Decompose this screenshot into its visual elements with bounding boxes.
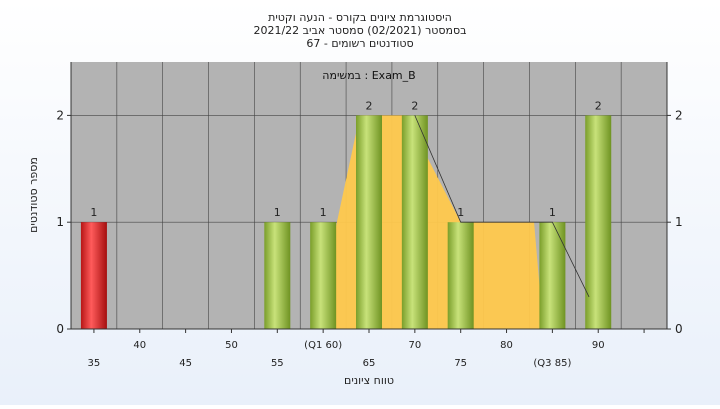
bar-value-label: 1 xyxy=(457,206,464,219)
x-tick-label-lower: 45 xyxy=(179,358,192,369)
histogram-bar xyxy=(310,222,337,329)
y-tick-label-left: 1 xyxy=(56,215,64,229)
y-tick-label-right: 1 xyxy=(675,215,683,229)
x-tick-label-lower: 55 xyxy=(271,358,284,369)
x-tick-label-upper: (Q1 60) xyxy=(304,340,342,351)
x-axis-label: טווח ציונים xyxy=(344,374,394,387)
chart-title-line-3: סטודנטים רשומים - 67 xyxy=(306,37,413,50)
x-tick-label-lower: 65 xyxy=(363,358,376,369)
bars-layer xyxy=(80,115,612,330)
histogram-bar xyxy=(356,115,382,330)
trend-line xyxy=(414,115,590,298)
x-tick-label-upper: 80 xyxy=(500,340,513,351)
bar-value-label: 1 xyxy=(274,206,281,219)
x-tick-label-upper: 40 xyxy=(133,340,146,351)
bar-value-label: 2 xyxy=(411,99,418,112)
histogram-bar xyxy=(539,222,566,329)
histogram-bar xyxy=(585,115,612,330)
x-tick-label-lower: 35 xyxy=(88,358,101,369)
y-tick-label-left: 2 xyxy=(56,108,64,122)
axis-ticks: 0 0 1 1 2 2 40 50 (Q1 60) 70 80 90 35 45 55 65 75 (Q3 85) xyxy=(56,108,682,369)
bar-value-label: 1 xyxy=(320,206,327,219)
bar-value-label: 1 xyxy=(549,206,556,219)
bar-value-label: 2 xyxy=(595,99,602,112)
bar-labels-layer: 1 1 1 2 2 1 1 2 xyxy=(90,99,601,219)
histogram-bar xyxy=(447,222,474,329)
bar-value-label: 2 xyxy=(366,99,373,112)
chart-title-line-2: בסמסטר (02/2021) סמסטר אביב 2021/22 xyxy=(253,24,466,37)
histogram-bar xyxy=(401,115,428,330)
bar-value-label: 1 xyxy=(90,206,97,219)
y-tick-label-right: 0 xyxy=(675,322,683,336)
x-tick-label-lower: 75 xyxy=(454,358,467,369)
x-tick-label-upper: 90 xyxy=(592,340,605,351)
y-axis-label: מספר סטודנטים xyxy=(27,157,40,233)
y-tick-label-right: 2 xyxy=(675,108,683,122)
trend-line-layer xyxy=(414,115,590,298)
y-tick-label-left: 0 xyxy=(56,322,64,336)
chart-title-line-1: היסטוגרמת ציונים בקורס - הנעה וקטית xyxy=(268,11,452,24)
x-tick-label-lower: (Q3 85) xyxy=(533,358,571,369)
x-tick-label-upper: 50 xyxy=(225,340,238,351)
histogram-bar xyxy=(80,222,107,329)
x-tick-label-upper: 70 xyxy=(408,340,421,351)
histogram-bar xyxy=(264,222,291,329)
chart-subtitle: במשימה : Exam_B xyxy=(322,69,415,82)
